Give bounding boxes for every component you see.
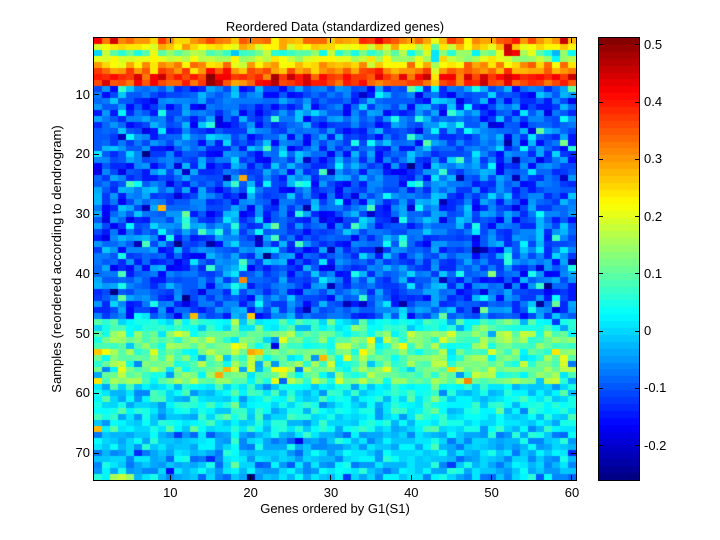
y-tick-mark <box>94 94 99 96</box>
x-tick-mark-top <box>250 38 252 43</box>
x-tick-label: 40 <box>404 485 419 500</box>
colorbar-tick-label: 0.1 <box>644 265 663 281</box>
y-tick-mark-right <box>571 153 576 155</box>
x-tick-mark <box>250 475 252 480</box>
y-tick-mark <box>94 392 99 394</box>
colorbar-tick-mark-right <box>635 101 639 103</box>
x-tick-mark <box>169 475 171 480</box>
colorbar-canvas <box>599 38 639 480</box>
colorbar-tick-mark <box>599 158 603 160</box>
colorbar-tick-mark-right <box>635 158 639 160</box>
colorbar-tick-mark-right <box>635 330 639 332</box>
y-tick-label: 30 <box>75 206 90 222</box>
plot-title: Reordered Data (standardized genes) <box>225 19 445 34</box>
colorbar-tick-mark-right <box>635 216 639 218</box>
colorbar-tick-label: 0 <box>644 323 652 339</box>
colorbar-tick-mark <box>599 216 603 218</box>
colorbar-tick-label: 0.4 <box>644 94 663 110</box>
x-tick-mark-top <box>571 38 573 43</box>
x-tick-label: 10 <box>163 485 178 500</box>
x-axis-label: Genes ordered by G1(S1) <box>260 501 410 516</box>
y-tick-mark <box>94 273 99 275</box>
x-tick-mark <box>330 475 332 480</box>
colorbar-tick-label: 0.5 <box>644 36 663 52</box>
y-tick-mark-right <box>571 333 576 335</box>
heatmap-canvas <box>94 38 576 480</box>
x-tick-label: 20 <box>243 485 258 500</box>
colorbar-tick-label: 0.2 <box>644 208 663 224</box>
x-tick-mark-top <box>410 38 412 43</box>
y-tick-mark-right <box>571 452 576 454</box>
y-tick-mark-right <box>571 94 576 96</box>
y-tick-mark <box>94 333 99 335</box>
x-tick-mark <box>410 475 412 480</box>
x-tick-mark <box>491 475 493 480</box>
x-tick-mark-top <box>491 38 493 43</box>
colorbar-tick-mark <box>599 387 603 389</box>
colorbar-tick-mark <box>599 445 603 447</box>
colorbar-tick-mark <box>599 101 603 103</box>
y-tick-label: 10 <box>75 86 90 102</box>
colorbar-tick-mark-right <box>635 387 639 389</box>
y-tick-mark <box>94 213 99 215</box>
y-tick-mark-right <box>571 273 576 275</box>
colorbar-tick-label: -0.1 <box>644 380 667 396</box>
x-tick-label: 30 <box>323 485 339 500</box>
colorbar-tick-mark <box>599 44 603 46</box>
colorbar-tick-mark <box>599 330 603 332</box>
y-tick-mark <box>94 452 99 454</box>
y-tick-label: 60 <box>75 385 90 401</box>
y-tick-label: 40 <box>75 265 90 281</box>
y-tick-mark-right <box>571 392 576 394</box>
x-tick-label: 60 <box>564 485 580 500</box>
x-tick-mark <box>571 475 573 480</box>
y-tick-mark <box>94 153 99 155</box>
y-tick-mark-right <box>571 213 576 215</box>
colorbar-tick-mark-right <box>635 273 639 275</box>
x-tick-mark-top <box>330 38 332 43</box>
colorbar-tick-label: -0.2 <box>644 437 667 453</box>
y-tick-label: 20 <box>75 146 90 162</box>
colorbar-tick-label: 0.3 <box>644 151 663 167</box>
colorbar-tick-mark-right <box>635 44 639 46</box>
colorbar-tick-mark <box>599 273 603 275</box>
y-tick-label: 50 <box>75 325 90 341</box>
x-tick-mark-top <box>169 38 171 43</box>
y-tick-label: 70 <box>75 445 90 461</box>
x-tick-label: 50 <box>484 485 499 500</box>
colorbar-tick-mark-right <box>635 445 639 447</box>
